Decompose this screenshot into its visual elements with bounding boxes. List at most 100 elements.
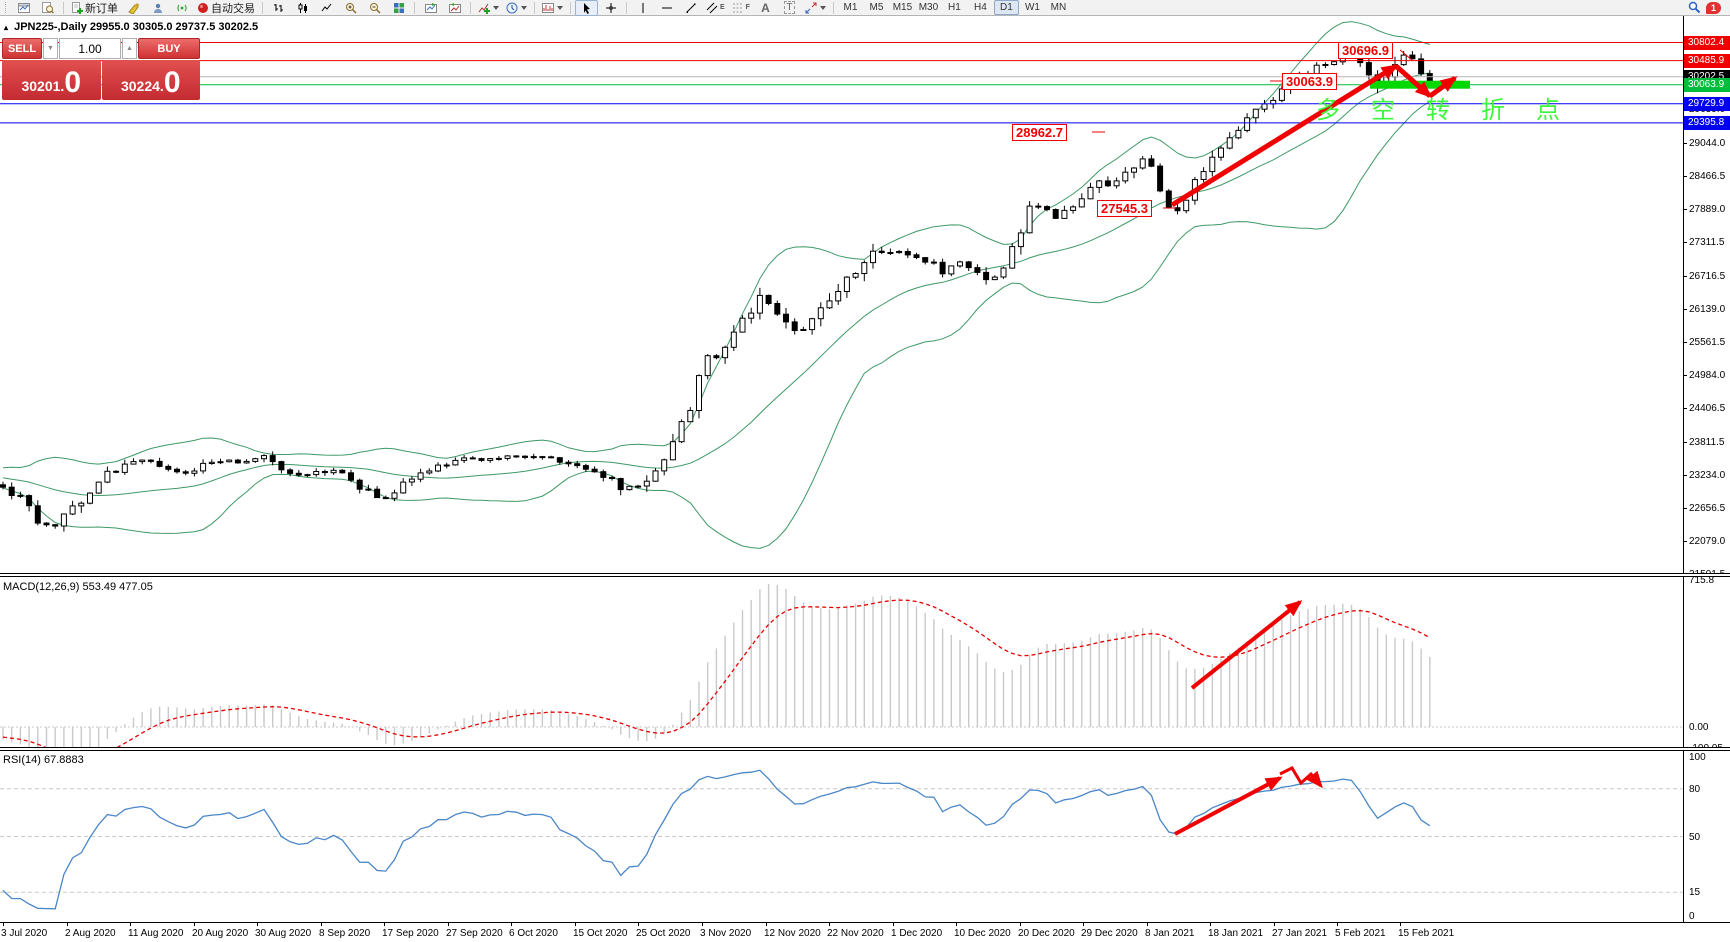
template-dropdown[interactable] xyxy=(557,5,563,10)
profile-button[interactable] xyxy=(146,0,169,16)
candle-body xyxy=(904,251,911,256)
separate-window-button[interactable] xyxy=(443,0,466,16)
sell-price-main: 30201. xyxy=(21,78,65,94)
signals-button[interactable] xyxy=(170,0,193,16)
search-icon[interactable] xyxy=(1688,1,1701,14)
arrows-tool-button[interactable] xyxy=(802,0,829,16)
line-chart-button[interactable] xyxy=(315,0,338,16)
trendline-tool-button[interactable] xyxy=(679,0,702,16)
tf-button-h1[interactable]: H1 xyxy=(948,2,961,13)
buy-button[interactable]: BUY xyxy=(138,38,200,59)
autotrade-button[interactable]: 自动交易 xyxy=(194,0,258,16)
rsi-trend-arrow[interactable] xyxy=(1174,776,1283,836)
candlestick-button[interactable] xyxy=(291,0,314,16)
price-annotation[interactable]: 27545.3 xyxy=(1097,200,1152,217)
volume-input[interactable] xyxy=(59,38,121,59)
trend-arrow[interactable] xyxy=(1428,75,1458,99)
vertical-line-icon xyxy=(642,2,643,13)
new-order-button[interactable]: 新订单 xyxy=(68,0,121,16)
date-label: 11 Aug 2020 xyxy=(128,928,184,939)
candle-body xyxy=(69,505,76,515)
volume-increase-button[interactable]: ▲ xyxy=(122,38,137,59)
main-toolbar: 新订单 自动交易 E F A T M1 M5 M15 M30 H1 H4 D1 W1 MN 1 xyxy=(0,0,1730,16)
candle-body xyxy=(713,355,720,359)
candle-body xyxy=(1139,158,1146,169)
zoom-in-button[interactable] xyxy=(339,0,362,16)
macd-trend-arrow[interactable] xyxy=(1190,600,1303,690)
cursor-tool-button[interactable] xyxy=(575,0,598,16)
candle-body xyxy=(783,313,789,323)
crosshair-tool-button[interactable] xyxy=(599,0,622,16)
date-label: 8 Jan 2021 xyxy=(1145,928,1195,939)
tf-button-m1[interactable]: M1 xyxy=(843,2,858,13)
tf-button-h4[interactable]: H4 xyxy=(974,2,987,13)
text-tool-button[interactable]: A xyxy=(754,0,777,16)
notification-badge[interactable]: 1 xyxy=(1706,1,1721,14)
add-indicator-button[interactable] xyxy=(475,0,502,16)
candle-body xyxy=(226,459,233,463)
pane-separator[interactable] xyxy=(0,573,1730,577)
chart-window-button[interactable] xyxy=(12,0,35,16)
styler-button[interactable] xyxy=(122,0,145,16)
date-label: 29 Dec 2020 xyxy=(1081,928,1138,939)
chart-window[interactable]: ▴ JPN225-,Daily 29955.0 30305.0 29737.5 … xyxy=(0,16,1730,942)
preview-icon xyxy=(41,1,54,14)
tf-button-mn[interactable]: MN xyxy=(1050,2,1067,13)
candle-body xyxy=(391,492,398,499)
tf-button-d1[interactable]: D1 xyxy=(993,0,1019,15)
add-indicator-dropdown[interactable] xyxy=(493,5,499,10)
tf-button-m30[interactable]: M30 xyxy=(918,2,939,13)
tile-windows-button[interactable] xyxy=(387,0,410,16)
candle-body xyxy=(522,455,528,458)
candle-body xyxy=(1061,209,1068,219)
tf-button-w1[interactable]: W1 xyxy=(1024,2,1040,13)
candle-body xyxy=(426,470,433,474)
vline-tool-button[interactable] xyxy=(631,0,654,16)
price-annotation[interactable]: 30696.9 xyxy=(1338,42,1393,59)
candle-body xyxy=(661,459,668,472)
period-button[interactable] xyxy=(503,0,530,16)
price-chart-pane[interactable] xyxy=(0,16,1683,573)
arrows-dropdown[interactable] xyxy=(819,5,826,10)
candle-body xyxy=(513,455,520,458)
candle-body xyxy=(1052,209,1059,219)
candle-body xyxy=(252,458,259,462)
price-annotation[interactable]: 30063.9 xyxy=(1282,73,1337,90)
macd-pane[interactable] xyxy=(0,576,1683,748)
candle-body xyxy=(17,494,24,497)
label-tool-button[interactable]: T xyxy=(778,0,801,16)
channel-tool-button[interactable]: E xyxy=(703,0,728,16)
period-dropdown[interactable] xyxy=(521,5,527,10)
macd-scale-label: 715.8 xyxy=(1689,575,1715,586)
price-annotation[interactable]: 28962.7 xyxy=(1012,124,1067,141)
fibonacci-tool-button[interactable]: F xyxy=(729,0,753,16)
trend-arrow[interactable] xyxy=(1394,64,1433,98)
annotation-connector xyxy=(1399,49,1413,61)
hline-tool-button[interactable] xyxy=(655,0,678,16)
indicator-window-button[interactable] xyxy=(419,0,442,16)
bar-chart-button[interactable] xyxy=(267,0,290,16)
candle-body xyxy=(1209,156,1216,173)
candle-body xyxy=(669,441,676,461)
channel-icon xyxy=(706,2,718,13)
sell-price-display[interactable]: 30201. 0 xyxy=(2,60,101,100)
template-button[interactable] xyxy=(539,0,566,16)
candle-body xyxy=(1226,137,1233,149)
trend-arrow[interactable] xyxy=(1170,63,1399,208)
price-tick-label: 23811.5 xyxy=(1689,437,1725,448)
tf-button-m15[interactable]: M15 xyxy=(892,2,913,13)
rsi-scale-label: 0 xyxy=(1689,911,1695,922)
price-axis[interactable]: 29639.029044.028466.527889.027311.526716… xyxy=(1683,16,1730,922)
buy-price-display[interactable]: 30224. 0 xyxy=(101,60,200,100)
sell-button[interactable]: SELL xyxy=(2,38,42,59)
rsi-zigzag-annotation[interactable] xyxy=(1279,766,1323,789)
rsi-pane[interactable] xyxy=(0,750,1683,922)
time-axis[interactable]: 3 Jul 2020 2 Aug 2020 11 Aug 2020 20 Aug 20… xyxy=(0,922,1730,942)
tf-button-m5[interactable]: M5 xyxy=(869,2,884,13)
preview-button[interactable] xyxy=(36,0,59,16)
zoom-out-button[interactable] xyxy=(363,0,386,16)
pane-separator[interactable] xyxy=(0,747,1730,751)
turning-point-annotation[interactable]: 多空转折点 xyxy=(1316,97,1591,124)
volume-decrease-button[interactable]: ▼ xyxy=(43,38,58,59)
candle-body xyxy=(313,471,320,476)
